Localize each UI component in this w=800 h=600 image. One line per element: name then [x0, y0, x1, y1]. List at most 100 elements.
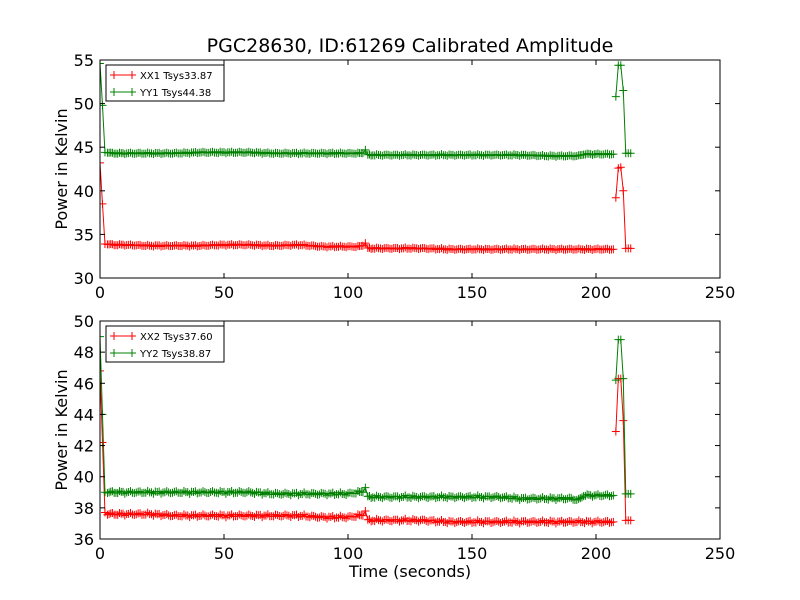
data-point	[437, 150, 446, 159]
data-point	[342, 243, 351, 252]
data-point	[581, 491, 590, 500]
data-point	[258, 513, 267, 522]
data-point	[277, 490, 286, 499]
data-point	[378, 517, 387, 526]
data-point	[300, 488, 309, 497]
data-point	[593, 244, 602, 253]
data-point	[179, 241, 188, 249]
data-point	[256, 240, 265, 249]
data-point	[126, 148, 135, 157]
data-point	[616, 335, 625, 344]
legend-marker	[128, 332, 136, 340]
data-point	[619, 374, 628, 383]
data-point	[240, 489, 249, 498]
data-point	[561, 518, 570, 527]
data-point	[551, 496, 560, 505]
data-point	[479, 151, 488, 160]
data-point	[157, 489, 166, 498]
data-point	[424, 151, 433, 160]
data-point	[445, 516, 454, 525]
data-point	[191, 241, 200, 250]
data-point	[263, 488, 272, 497]
series-markers	[611, 61, 635, 158]
data-point	[113, 149, 122, 158]
data-point	[529, 516, 538, 525]
data-point	[162, 487, 171, 496]
data-point	[172, 487, 181, 496]
data-point	[365, 515, 374, 524]
data-point	[179, 486, 188, 495]
data-point	[479, 245, 488, 254]
data-point	[153, 487, 162, 496]
data-point	[143, 148, 152, 157]
data-point	[538, 244, 547, 253]
data-point	[401, 150, 410, 159]
data-point	[340, 513, 349, 522]
data-point	[515, 519, 524, 528]
x-axis-label: Time (seconds)	[348, 562, 471, 581]
data-point	[473, 150, 482, 159]
y-tick-label: 36	[74, 530, 94, 549]
data-point	[563, 494, 572, 503]
data-point	[290, 511, 299, 520]
data-point	[345, 488, 354, 497]
data-point	[422, 493, 431, 502]
legend-marker	[110, 88, 118, 96]
data-point	[227, 147, 236, 156]
data-point	[185, 513, 194, 522]
data-point	[544, 245, 553, 254]
data-point	[508, 245, 517, 254]
data-point	[281, 488, 290, 497]
data-point	[250, 512, 259, 521]
y-tick-label: 42	[74, 437, 94, 456]
legend-box	[105, 325, 225, 363]
data-point	[103, 510, 112, 519]
data-point	[149, 242, 158, 251]
data-point	[244, 147, 253, 156]
data-point	[450, 245, 459, 254]
data-point	[120, 511, 129, 520]
data-point	[450, 151, 459, 160]
data-point	[609, 245, 618, 254]
data-point	[336, 148, 345, 157]
data-point	[227, 240, 236, 249]
data-point	[626, 516, 635, 525]
data-point	[496, 518, 505, 527]
data-point	[487, 494, 496, 503]
data-point	[532, 518, 541, 527]
data-point	[521, 150, 530, 159]
data-point	[172, 510, 181, 519]
data-point	[557, 151, 566, 160]
data-point	[395, 494, 404, 503]
x-tick-label: 100	[333, 544, 364, 563]
data-point	[546, 493, 555, 502]
data-point	[500, 517, 509, 526]
data-point	[557, 516, 566, 525]
data-point	[108, 509, 117, 518]
data-point	[437, 515, 446, 524]
data-point	[108, 240, 117, 249]
data-point	[597, 518, 606, 527]
data-point	[542, 518, 551, 527]
data-point	[378, 494, 387, 503]
data-point	[525, 495, 534, 504]
data-point	[603, 244, 612, 253]
data-point	[185, 489, 194, 498]
data-point	[429, 492, 438, 501]
data-point	[261, 489, 270, 498]
data-point	[593, 490, 602, 499]
data-point	[466, 491, 475, 500]
data-point	[214, 148, 223, 157]
data-point	[309, 489, 318, 498]
data-point	[437, 491, 446, 500]
data-point	[212, 512, 221, 521]
data-point	[221, 513, 230, 522]
data-point	[221, 241, 230, 250]
data-point	[611, 92, 620, 101]
data-point	[437, 244, 446, 253]
data-point	[525, 518, 534, 527]
data-point	[292, 148, 301, 157]
y-tick-label: 30	[74, 269, 94, 288]
data-point	[214, 489, 223, 498]
data-point	[393, 492, 402, 501]
